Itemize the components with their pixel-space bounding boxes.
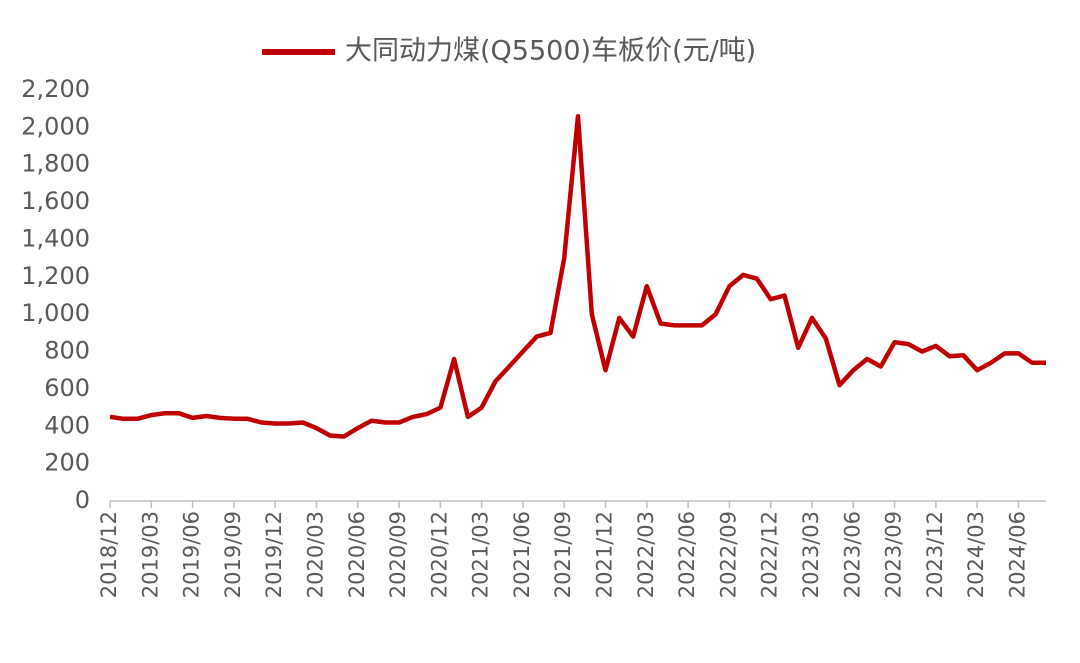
x-tick-label: 2020/09 (386, 511, 410, 598)
y-tick-label: 600 (44, 374, 90, 402)
x-tick-label: 2019/09 (221, 511, 245, 598)
x-tick-label: 2019/06 (180, 511, 204, 598)
x-tick-label: 2024/06 (1005, 511, 1029, 598)
x-tick-label: 2020/12 (427, 511, 451, 598)
x-tick-label: 2023/09 (882, 511, 906, 598)
y-tick-label: 1,800 (21, 150, 90, 178)
x-tick-label: 2021/09 (551, 511, 575, 598)
x-tick-label: 2018/12 (97, 511, 121, 598)
x-tick-label: 2021/03 (469, 511, 493, 598)
x-tick-label: 2023/03 (799, 511, 823, 598)
x-tick-label: 2023/06 (840, 511, 864, 598)
y-tick-label: 400 (44, 411, 90, 439)
x-tick-label: 2020/03 (303, 511, 327, 598)
x-tick-label: 2022/06 (675, 511, 699, 598)
x-tick-label: 2019/03 (138, 511, 162, 598)
x-tick-label: 2020/06 (345, 511, 369, 598)
x-tick-label: 2021/06 (510, 511, 534, 598)
x-tick-label: 2019/12 (262, 511, 286, 598)
y-tick-label: 1,400 (21, 224, 90, 252)
x-tick-label: 2024/03 (964, 511, 988, 598)
x-tick-label: 2022/12 (758, 511, 782, 598)
y-tick-label: 800 (44, 337, 90, 365)
y-tick-label: 2,000 (21, 112, 90, 140)
y-tick-label: 2,200 (21, 75, 90, 103)
y-tick-label: 0 (75, 486, 90, 514)
y-tick-label: 1,200 (21, 262, 90, 290)
x-tick-label: 2023/12 (923, 511, 947, 598)
y-tick-label: 1,600 (21, 187, 90, 215)
line-series (109, 113, 1046, 439)
y-tick-label: 1,000 (21, 299, 90, 327)
x-tick-label: 2022/03 (634, 511, 658, 598)
y-tick-label: 200 (44, 449, 90, 477)
legend-label: 大同动力煤(Q5500)车板价(元/吨) (345, 36, 756, 67)
x-tick-label: 2021/12 (593, 511, 617, 598)
x-tick-label: 2022/09 (716, 511, 740, 598)
